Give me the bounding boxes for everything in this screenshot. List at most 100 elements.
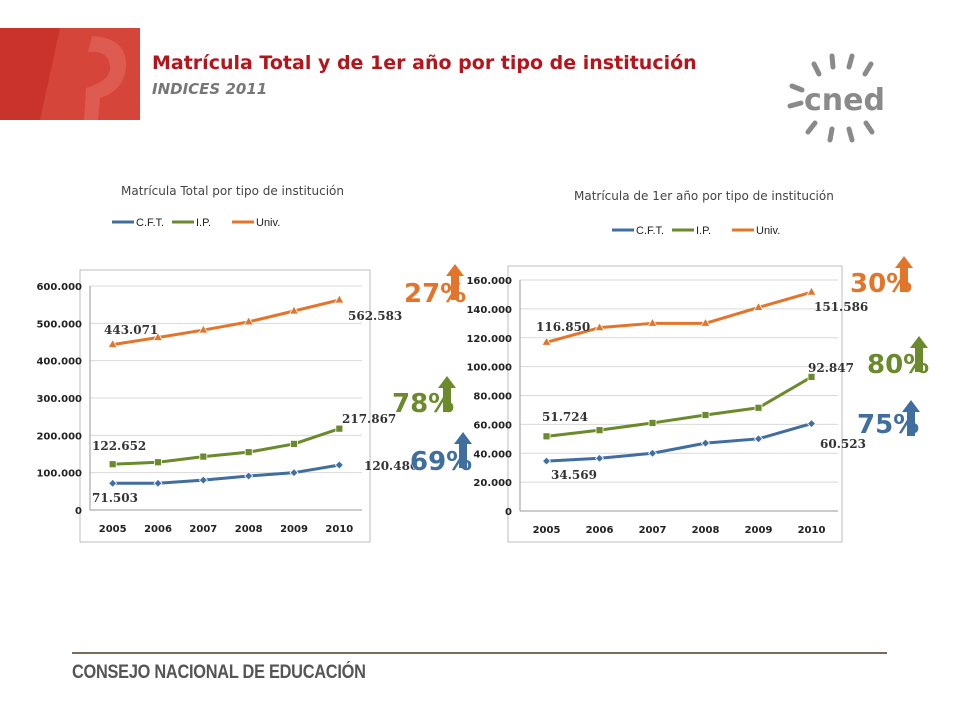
chart1-point-cft bbox=[244, 471, 254, 481]
chart1-point-univ bbox=[288, 305, 300, 315]
chart2-data-label-first-ip: 51.724 bbox=[542, 410, 588, 424]
chart2-ytick-label: 40.000 bbox=[473, 449, 512, 460]
chart2-point-univ bbox=[647, 317, 658, 327]
chart1-ytick-label: 600.000 bbox=[36, 282, 82, 293]
chart2-xtick-label: 2010 bbox=[798, 525, 826, 536]
chart2-data-label-last-cft: 60.523 bbox=[820, 437, 866, 451]
chart1-data-label-first-univ: 443.071 bbox=[104, 323, 158, 337]
chart1-point-ip bbox=[199, 452, 208, 461]
chart1-point-cft bbox=[153, 478, 163, 488]
header-banner bbox=[0, 28, 140, 120]
chart2-growth-arrow-icon-univ bbox=[895, 256, 913, 292]
chart1-growth-arrow-icon-univ-head bbox=[446, 264, 464, 276]
chart2-point-cft bbox=[753, 434, 764, 444]
chart2-point-cft bbox=[647, 448, 658, 458]
chart2-series-line-cft bbox=[546, 422, 812, 463]
chart1-legend-label-cft: C.F.T. bbox=[136, 217, 164, 229]
chart2-point-univ bbox=[753, 301, 764, 311]
chart2-point-cft bbox=[806, 419, 817, 429]
footer-text: CONSEJO NACIONAL DE EDUCACIÓN bbox=[72, 662, 366, 683]
chart2-point-ip bbox=[595, 426, 604, 435]
chart1-growth-arrow-icon-cft bbox=[454, 432, 472, 468]
chart1-series-line-univ bbox=[112, 298, 340, 347]
chart1-data-label-last-univ: 562.583 bbox=[348, 309, 402, 323]
chart1-xtick-label: 2009 bbox=[280, 524, 308, 535]
chart1-legend-label-ip: I.P. bbox=[196, 217, 211, 229]
chart1-point-ip bbox=[108, 460, 117, 469]
chart2-point-univ bbox=[541, 336, 552, 346]
chart2-point-ip bbox=[754, 403, 763, 412]
chart1-growth-arrow-icon-cft-head bbox=[454, 432, 472, 444]
chart1-ytick-label: 500.000 bbox=[36, 319, 82, 330]
chart2-growth-arrow-icon-cft bbox=[902, 400, 920, 436]
chart2-ytick-label: 80.000 bbox=[473, 392, 512, 403]
chart2-point-cft bbox=[541, 456, 552, 466]
chart1-growth-arrow-icon-cft-shaft bbox=[459, 442, 467, 468]
chart1-point-cft bbox=[334, 460, 344, 470]
chart2-growth-arrow-icon-ip-shaft bbox=[915, 346, 923, 372]
chart2-growth-arrow-icon-ip-head bbox=[910, 336, 928, 348]
chart1-point-cft bbox=[108, 478, 118, 488]
chart1-growth-arrow-icon-ip-shaft bbox=[443, 386, 451, 412]
chart2-point-ip bbox=[701, 411, 710, 419]
chart2-xtick-label: 2006 bbox=[586, 525, 614, 536]
chart1-ytick-label: 0 bbox=[75, 506, 82, 517]
chart2-legend-label-univ: Univ. bbox=[756, 225, 780, 237]
chart1-point-ip bbox=[154, 458, 162, 467]
chart2-ytick-label: 20.000 bbox=[473, 478, 512, 489]
chart2-xtick-label: 2007 bbox=[639, 525, 667, 536]
chart2-point-ip bbox=[807, 373, 816, 381]
chart1-point-ip bbox=[290, 440, 298, 448]
chart2-point-univ bbox=[700, 317, 711, 327]
chart1-point-ip bbox=[335, 424, 344, 433]
chart1-xtick-label: 2007 bbox=[189, 524, 217, 535]
chart2-ytick-label: 100.000 bbox=[466, 363, 512, 374]
chart2-frame bbox=[507, 265, 843, 543]
chart1-point-univ bbox=[334, 294, 345, 304]
chart2-xtick-label: 2009 bbox=[745, 525, 773, 536]
chart2-series-line-ip bbox=[546, 375, 813, 438]
chart1-frame bbox=[79, 269, 371, 543]
chart2-data-label-last-univ: 151.586 bbox=[814, 300, 868, 314]
chart2-point-ip bbox=[648, 419, 657, 427]
chart2-point-cft bbox=[594, 453, 605, 463]
chart1-growth-arrow-icon-univ bbox=[446, 264, 464, 300]
chart1-point-univ bbox=[198, 324, 209, 334]
chart2-growth-arrow-icon-univ-head bbox=[895, 256, 913, 268]
chart2-ytick-label: 160.000 bbox=[466, 276, 512, 287]
chart1-xtick-label: 2005 bbox=[99, 524, 127, 535]
chart1-xtick-label: 2006 bbox=[144, 524, 172, 535]
chart2-title: Matrícula de 1er año por tipo de institu… bbox=[574, 189, 834, 203]
chart2-growth-arrow-icon-cft-head bbox=[902, 400, 920, 412]
chart2-growth-arrow-icon-cft-shaft bbox=[907, 410, 915, 436]
chart1-data-label-first-ip: 122.652 bbox=[92, 439, 146, 453]
chart1-series-line-cft bbox=[112, 463, 340, 485]
chart1-xtick-label: 2010 bbox=[325, 524, 353, 535]
chart1-ytick-label: 200.000 bbox=[36, 431, 82, 442]
charts-canvas: 0 100.000 200.000 300.000 400.000 500.000 600.… bbox=[36, 217, 930, 543]
chart1-data-label-first-cft: 71.503 bbox=[92, 491, 138, 505]
svg-text:cned: cned bbox=[804, 83, 885, 118]
chart1-data-label-last-ip: 217.867 bbox=[342, 412, 396, 426]
chart2-point-univ bbox=[594, 321, 605, 332]
chart1-ytick-label: 300.000 bbox=[36, 394, 82, 405]
chart1-point-univ bbox=[152, 331, 164, 341]
chart2-xtick-label: 2005 bbox=[533, 525, 561, 536]
chart1-point-ip bbox=[244, 448, 253, 457]
chart1-ytick-label: 100.000 bbox=[36, 469, 82, 480]
chart2-legend-label-cft: C.F.T. bbox=[636, 225, 664, 237]
chart1-xtick-label: 2008 bbox=[235, 524, 263, 535]
chart1-point-cft bbox=[289, 468, 299, 478]
chart1-growth-arrow-icon-univ-shaft bbox=[451, 274, 459, 300]
chart1-series-line-ip bbox=[112, 427, 340, 466]
chart2-xtick-label: 2008 bbox=[692, 525, 720, 536]
chart1-title: Matrícula Total por tipo de institución bbox=[121, 184, 344, 198]
chart1-growth-arrow-icon-ip-head bbox=[438, 376, 456, 388]
chart1-legend-label-univ: Univ. bbox=[256, 217, 280, 229]
chart1-ytick-label: 400.000 bbox=[36, 357, 82, 368]
chart2-ytick-label: 120.000 bbox=[466, 334, 512, 345]
chart1-point-univ bbox=[107, 338, 118, 348]
chart2-data-label-last-ip: 92.847 bbox=[808, 361, 854, 375]
chart1-point-cft bbox=[198, 475, 208, 485]
footer-divider bbox=[72, 652, 887, 654]
